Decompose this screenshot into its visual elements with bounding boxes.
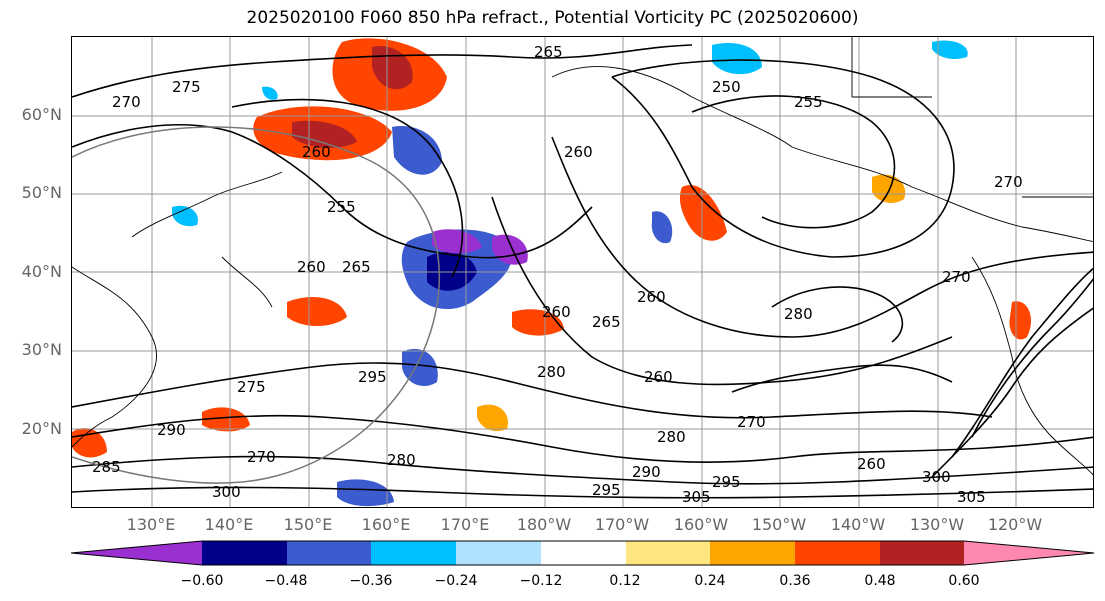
contour-label: 265 xyxy=(534,43,563,61)
contour-label: 280 xyxy=(537,363,566,381)
map-canvas: 265 275 270 260 255 260 265 250 255 270 … xyxy=(72,37,1093,507)
contour-label: 280 xyxy=(784,305,813,323)
colorbar-tick: −0.24 xyxy=(434,573,478,589)
graticule xyxy=(72,37,1093,507)
lon-label: 130°W xyxy=(909,515,965,534)
colorbar-tick: 0.12 xyxy=(609,573,641,589)
contour-label: 305 xyxy=(957,488,986,506)
lon-label: 140°W xyxy=(830,515,886,534)
contour-label: 285 xyxy=(92,458,121,476)
contour-label: 295 xyxy=(358,368,387,386)
colorbar-outline xyxy=(71,540,1095,566)
gray-circle xyxy=(72,126,441,484)
lon-label: 170°E xyxy=(440,515,490,534)
map-title: 2025020100 F060 850 hPa refract., Potent… xyxy=(246,8,859,28)
colorbar-cell xyxy=(710,541,795,565)
colorbar-cell xyxy=(880,541,964,565)
colorbar-tick: −0.36 xyxy=(349,573,393,589)
lon-label: 160°E xyxy=(361,515,411,534)
colorbar-tick: 0.24 xyxy=(694,573,726,589)
map-panel: 265 275 270 260 255 260 265 250 255 270 … xyxy=(71,36,1094,508)
contour-label: 290 xyxy=(632,463,661,481)
lon-label: 120°W xyxy=(987,515,1043,534)
contour-label: 280 xyxy=(387,451,416,469)
contour-label: 300 xyxy=(922,468,951,486)
colorbar-cell xyxy=(287,541,371,565)
contour-label: 270 xyxy=(994,173,1023,191)
lat-label: 20°N xyxy=(21,419,62,438)
lat-label: 60°N xyxy=(21,105,62,124)
colorbar-cell xyxy=(456,541,541,565)
contour-value-labels: 265 275 270 260 255 260 265 250 255 270 … xyxy=(92,43,1023,506)
contour-label: 260 xyxy=(564,143,593,161)
colorbar-cell xyxy=(964,541,1094,565)
colorbar-tick: 0.60 xyxy=(948,573,980,589)
contour-label: 265 xyxy=(342,258,371,276)
contour-label: 255 xyxy=(794,93,823,111)
lon-label: 170°W xyxy=(594,515,650,534)
contour-label: 260 xyxy=(644,368,673,386)
contour-label: 305 xyxy=(682,488,711,506)
contour-label: 270 xyxy=(112,93,141,111)
colorbar-tick: −0.60 xyxy=(180,573,224,589)
colorbar-tick: 0.36 xyxy=(779,573,811,589)
contour-label: 280 xyxy=(657,428,686,446)
contour-label: 255 xyxy=(327,198,356,216)
lon-label: 180°W xyxy=(516,515,572,534)
lon-label: 150°W xyxy=(751,515,807,534)
lon-label: 160°W xyxy=(673,515,729,534)
colorbar-cell xyxy=(371,541,456,565)
contour-label: 260 xyxy=(637,288,666,306)
contour-label: 295 xyxy=(592,481,621,499)
colorbar-tick: −0.12 xyxy=(519,573,563,589)
colorbar-tick: −0.48 xyxy=(264,573,308,589)
lat-label: 30°N xyxy=(21,340,62,359)
contour-label: 290 xyxy=(157,421,186,439)
contour-label: 265 xyxy=(592,313,621,331)
contour-label: 300 xyxy=(212,483,241,501)
lat-label: 40°N xyxy=(21,262,62,281)
contour-label: 250 xyxy=(712,78,741,96)
colorbar-cell xyxy=(71,541,202,565)
lat-label: 50°N xyxy=(21,183,62,202)
colorbar-cell xyxy=(202,541,287,565)
colorbar-cell xyxy=(626,541,710,565)
lon-label: 140°E xyxy=(204,515,254,534)
colorbar-cell xyxy=(541,541,626,565)
lon-label: 130°E xyxy=(126,515,176,534)
coastlines xyxy=(72,37,1093,476)
refractivity-contours xyxy=(72,44,1093,499)
contour-label: 260 xyxy=(542,303,571,321)
colorbar xyxy=(71,540,1095,566)
colorbar-cell xyxy=(795,541,880,565)
contour-label: 260 xyxy=(857,455,886,473)
contour-label: 275 xyxy=(172,78,201,96)
contour-label: 295 xyxy=(712,473,741,491)
contour-label: 260 xyxy=(297,258,326,276)
contour-label: 270 xyxy=(737,413,766,431)
colorbar-tick: 0.48 xyxy=(864,573,896,589)
contour-label: 270 xyxy=(942,268,971,286)
contour-label: 260 xyxy=(302,143,331,161)
contour-label: 275 xyxy=(237,378,266,396)
contour-label: 270 xyxy=(247,448,276,466)
lon-label: 150°E xyxy=(283,515,333,534)
